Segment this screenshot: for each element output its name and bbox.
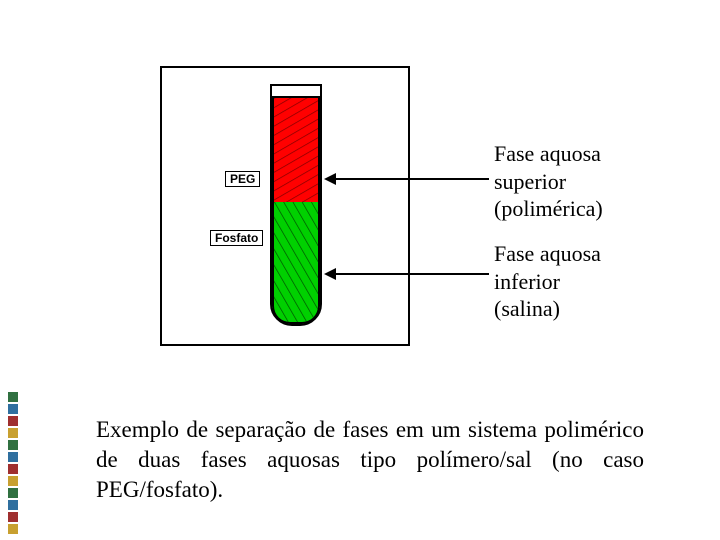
arrow-top-head <box>324 173 336 185</box>
annotation-bottom-line2: inferior <box>494 269 560 294</box>
annotation-top: Fase aquosa superior (polimérica) <box>494 140 603 223</box>
bullet-square <box>8 524 18 534</box>
bottom-phase-hatch <box>274 202 320 324</box>
bullet-square <box>8 488 18 498</box>
annotation-bottom-line1: Fase aquosa <box>494 241 601 266</box>
bullet-square <box>8 500 18 510</box>
bottom-phase-label: Fosfato <box>210 230 263 246</box>
bullet-square <box>8 476 18 486</box>
bullet-square <box>8 416 18 426</box>
bullet-square <box>8 404 18 414</box>
arrow-bottom-head <box>324 268 336 280</box>
caption: Exemplo de separação de fases em um sist… <box>96 415 644 505</box>
annotation-bottom: Fase aquosa inferior (salina) <box>494 240 601 323</box>
bullet-square <box>8 452 18 462</box>
bullet-square <box>8 512 18 522</box>
bullet-square <box>8 428 18 438</box>
annotation-top-line3: (polimérica) <box>494 196 603 221</box>
bullet-square <box>8 464 18 474</box>
annotation-bottom-line3: (salina) <box>494 296 560 321</box>
top-phase-hatch <box>274 98 320 204</box>
arrow-top <box>334 178 489 180</box>
bullet-square <box>8 392 18 402</box>
bullet-square <box>8 440 18 450</box>
top-phase-label: PEG <box>225 171 260 187</box>
top-phase <box>272 96 320 204</box>
test-tube <box>270 84 322 326</box>
annotation-top-line1: Fase aquosa <box>494 141 601 166</box>
slide: { "type": "infographic", "background_col… <box>0 0 720 540</box>
annotation-top-line2: superior <box>494 169 566 194</box>
arrow-bottom <box>334 273 489 275</box>
bottom-phase <box>272 202 320 324</box>
bullet-strip <box>8 392 18 536</box>
